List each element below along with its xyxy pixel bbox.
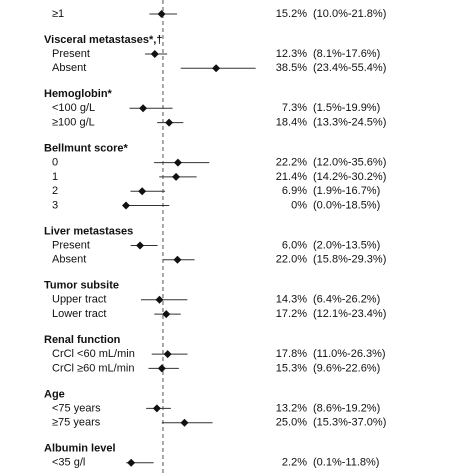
value-label: 25.0% [276,417,307,429]
value-label: 14.3% [276,294,307,306]
ci-label: (0.1%-11.8%) [313,457,379,469]
row-label: <75 years [52,402,101,414]
row-label: 0 [52,157,58,169]
value-label: 6.9% [282,185,307,197]
row-label: ≥1 [52,8,64,20]
point-estimate [138,187,147,196]
value-label: 15.3% [276,362,307,374]
value-label: 2.2% [282,457,307,469]
value-label: 17.8% [276,348,307,360]
ci-label: (11.0%-26.3%) [313,348,386,360]
ci-label: (8.6%-19.2%) [313,402,380,414]
value-label: 0% [291,199,307,211]
row-label: ≥100 g/L [52,117,95,129]
row-label: Present [52,48,90,60]
group-title: Albumin level [44,443,116,455]
value-label: 18.4% [276,117,307,129]
ci-label: (23.4%-55.4%) [313,62,386,74]
value-label: 6.0% [282,239,307,251]
group-title: Renal function [44,334,121,346]
ci-label: (9.6%-22.6%) [313,362,380,374]
ci-label: (15.8%-29.3%) [313,254,386,266]
value-label: 15.2% [276,8,307,20]
point-estimate [157,10,166,18]
ci-label: (12.0%-35.6%) [313,157,386,169]
row-label: CrCl ≥60 mL/min [52,362,134,374]
row-label: ≥75 years [52,417,101,429]
point-estimate [155,295,164,304]
value-label: 21.4% [276,171,307,183]
value-label: 13.2% [276,402,307,414]
group-title: Liver metastases [44,225,133,237]
point-estimate [172,172,181,181]
row-label: <35 g/l [52,457,85,469]
row-label: 1 [52,171,58,183]
ci-label: (6.4%-26.2%) [313,294,380,306]
value-label: 12.3% [276,48,307,60]
group-title: Age [44,388,65,400]
point-estimate [162,310,171,319]
point-estimate [173,255,182,264]
point-estimate [180,418,189,427]
point-estimate [127,458,136,467]
point-estimate [212,64,221,73]
point-estimate [139,104,148,113]
row-label: Lower tract [52,308,106,320]
point-estimate [173,158,182,167]
row-label: 2 [52,185,58,197]
ci-label: (1.9%-16.7%) [313,185,380,197]
value-label: 17.2% [276,308,307,320]
ci-label: (2.0%-13.5%) [313,239,380,251]
ci-label: (0.0%-18.5%) [313,199,380,211]
value-label: 38.5% [276,62,307,74]
value-label: 7.3% [282,102,307,114]
row-label: Absent [52,254,86,266]
group-title: Visceral metastases*,† [44,34,162,46]
row-label: 3 [52,199,58,211]
row-label: Absent [52,62,86,74]
value-label: 22.2% [276,157,307,169]
ci-label: (13.3%-24.5%) [313,117,386,129]
group-title: Tumor subsite [44,280,119,292]
row-label: Upper tract [52,294,106,306]
ci-label: (14.2%-30.2%) [313,171,386,183]
ci-label: (12.1%-23.4%) [313,308,386,320]
row-label: CrCl <60 mL/min [52,348,135,360]
point-estimate [163,350,172,359]
point-estimate [157,364,166,373]
point-estimate [136,241,145,250]
point-estimate [122,201,130,210]
point-estimate [165,118,174,127]
value-label: 22.0% [276,254,307,266]
ci-label: (1.5%-19.9%) [313,102,380,114]
ci-label: (15.3%-37.0%) [313,417,386,429]
point-estimate [152,404,161,413]
ci-label: (10.0%-21.8%) [313,8,386,20]
point-estimate [150,50,159,58]
ci-label: (8.1%-17.6%) [313,48,380,60]
row-label: Present [52,239,90,251]
row-label: <100 g/L [52,102,95,114]
group-title: Hemoglobin* [44,88,113,100]
group-title: Bellmunt score* [44,143,128,155]
